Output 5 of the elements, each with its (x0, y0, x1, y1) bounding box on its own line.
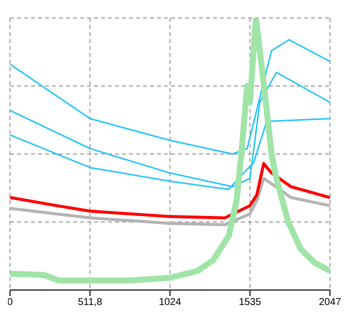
x-tick-label: 511,8 (78, 297, 103, 308)
x-tick-label: 2047 (318, 297, 342, 308)
x-tick-label: 1535 (238, 297, 262, 308)
x-tick-label: 1024 (158, 297, 182, 308)
x-tick-label: 0 (7, 297, 14, 308)
